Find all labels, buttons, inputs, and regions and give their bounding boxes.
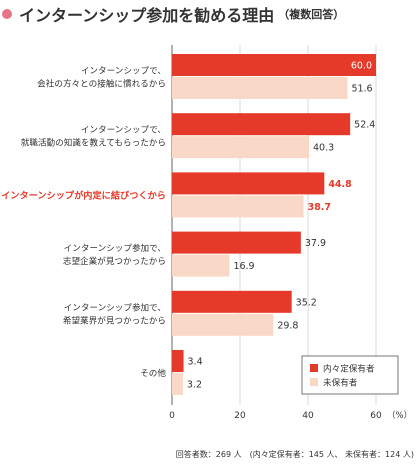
data-label-holder-0: 60.0 xyxy=(351,61,372,72)
data-label-non-holder-1: 40.3 xyxy=(313,143,334,154)
x-tick-label-0: 0 xyxy=(169,411,175,421)
bar-non-holder-5 xyxy=(172,373,183,395)
data-label-non-holder-3: 16.9 xyxy=(233,261,254,272)
category-label-4-1: 希望業界が見つかったから xyxy=(63,314,166,326)
data-label-holder-2: 44.8 xyxy=(328,179,352,190)
data-label-holder-3: 37.9 xyxy=(305,238,326,249)
title-main: インターンシップ参加を勧める理由 xyxy=(19,6,275,25)
x-tick-label-20: 20 xyxy=(234,411,246,421)
title-sub: （複数回答） xyxy=(278,8,345,21)
bar-non-holder-2 xyxy=(172,195,304,218)
category-label-1-1: 就職活動の知識を教えてもらったから xyxy=(21,137,166,149)
data-label-holder-4: 35.2 xyxy=(296,297,317,308)
bar-holder-2 xyxy=(172,172,325,195)
category-label-0-0: インターンシップで、 xyxy=(81,66,166,77)
x-axis-unit: （%） xyxy=(387,410,412,421)
bar-holder-1 xyxy=(172,113,351,136)
bar-holder-5 xyxy=(172,350,184,372)
legend-swatch-1 xyxy=(310,378,318,386)
x-tick-label-60: 60 xyxy=(370,411,382,421)
bar-non-holder-4 xyxy=(172,313,274,336)
bar-non-holder-3 xyxy=(172,254,230,277)
bar-holder-4 xyxy=(172,290,292,313)
chart-title: インターンシップ参加を勧める理由 （複数回答） xyxy=(2,2,344,26)
legend-label-1: 未保有者 xyxy=(323,377,358,389)
category-label-0-1: 会社の方々との接触に慣れるから xyxy=(37,78,166,90)
data-label-non-holder-0: 51.6 xyxy=(351,84,372,95)
category-label-3-1: 志望企業が見つかったから xyxy=(63,255,166,267)
bar-non-holder-1 xyxy=(172,136,310,159)
bar-non-holder-0 xyxy=(172,77,348,99)
x-tick-label-40: 40 xyxy=(302,411,314,421)
respondent-note: 回答者数：269 人 (内々定保有者：145 人、 未保有者：124 人) xyxy=(175,450,414,459)
legend-label-0: 内々定保有者 xyxy=(323,363,375,375)
category-label-3-0: インターンシップ参加で、 xyxy=(64,242,166,254)
data-label-non-holder-5: 3.2 xyxy=(187,380,202,391)
data-label-holder-1: 52.4 xyxy=(354,120,375,131)
bar-holder-0 xyxy=(172,54,376,76)
data-label-holder-5: 3.4 xyxy=(188,357,203,368)
legend-box xyxy=(301,355,399,395)
title-bullet-icon xyxy=(2,9,12,19)
category-label-4-0: インターンシップ参加で、 xyxy=(64,301,166,313)
category-label-1-0: インターンシップで、 xyxy=(81,125,166,136)
category-label-2-0: インターンシップが内定に結びつくから xyxy=(1,189,166,201)
legend-swatch-0 xyxy=(310,364,318,372)
data-label-non-holder-2: 38.7 xyxy=(308,202,331,213)
data-label-non-holder-4: 29.8 xyxy=(277,320,298,331)
category-label-5-0: その他 xyxy=(140,367,166,379)
bar-holder-3 xyxy=(172,231,301,254)
